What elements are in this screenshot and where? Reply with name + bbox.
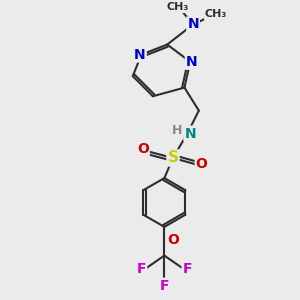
Text: F: F [160,279,169,293]
Text: N: N [134,48,146,62]
Text: O: O [137,142,149,156]
Text: O: O [167,233,179,247]
Text: CH₃: CH₃ [166,2,188,12]
Text: CH₃: CH₃ [205,9,227,20]
Text: F: F [136,262,146,275]
Text: S: S [167,151,178,166]
Text: N: N [187,17,199,32]
Text: F: F [183,262,192,275]
Text: N: N [184,127,196,141]
Text: O: O [196,157,208,171]
Text: N: N [186,55,197,69]
Text: H: H [172,124,182,137]
